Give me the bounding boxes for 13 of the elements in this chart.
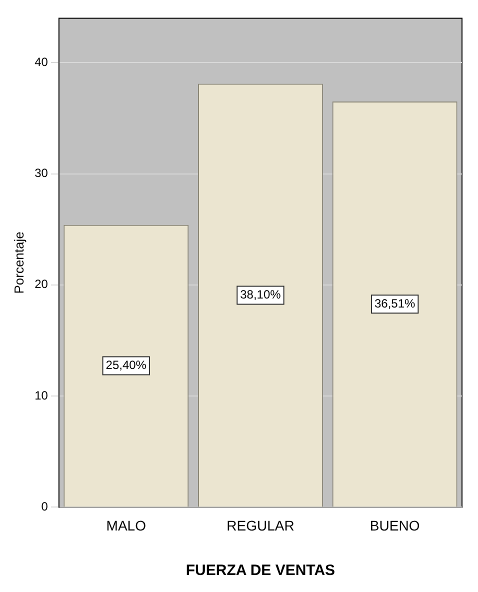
data-label: 36,51% xyxy=(374,296,416,310)
y-axis-title: Porcentaje xyxy=(11,232,26,294)
data-label: 25,40% xyxy=(106,358,147,372)
x-tick-label: BUENO xyxy=(370,517,420,534)
x-tick-label: MALO xyxy=(106,517,146,534)
x-tick-label: REGULAR xyxy=(226,517,294,534)
y-tick-label: 30 xyxy=(34,166,48,180)
y-tick-label: 20 xyxy=(34,277,48,292)
y-tick-label: 10 xyxy=(34,388,48,402)
y-tick-label: 0 xyxy=(41,500,48,514)
x-axis-title: FUERZA DE VENTAS xyxy=(186,562,336,580)
data-label: 38,10% xyxy=(240,288,282,302)
y-tick-label: 40 xyxy=(34,54,48,69)
